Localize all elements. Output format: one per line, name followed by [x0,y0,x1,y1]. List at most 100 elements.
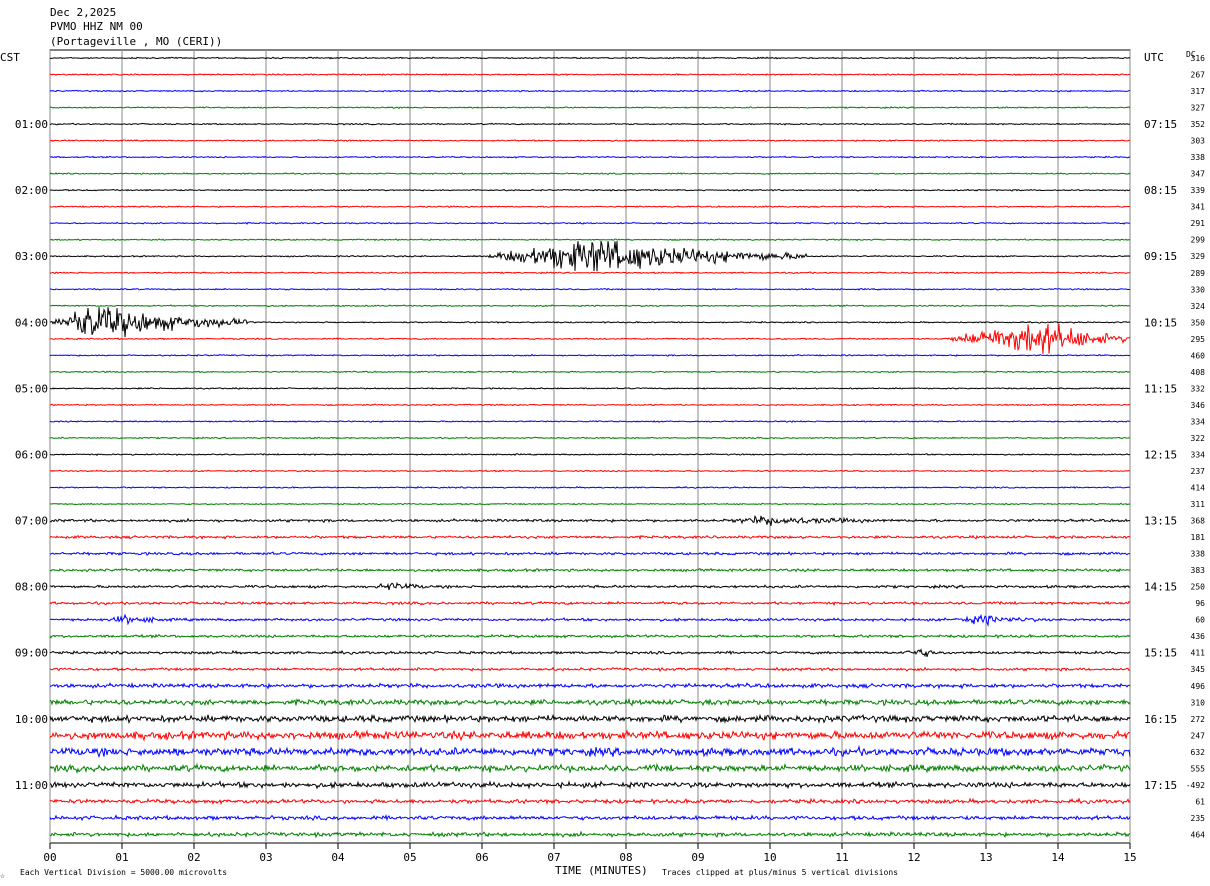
trace-row-30 [49,551,1130,557]
trace-row-21 [50,403,1131,407]
dc-offset-label: 272 [1191,715,1206,724]
x-tick-label: 08 [619,851,632,864]
x-tick-label: 13 [979,851,992,864]
trace-row-2 [49,89,1131,93]
dc-offset-label: 332 [1191,384,1206,393]
trace-row-8 [49,188,1131,192]
right-hour-label: 12:15 [1144,448,1177,461]
trace-row-6 [49,155,1131,159]
dc-offset-label: 436 [1191,632,1206,641]
trace-row-7 [49,172,1131,176]
dc-offset-label: 317 [1191,87,1206,96]
dc-offset-label: 334 [1191,450,1206,459]
dc-offset-label: 345 [1191,665,1206,674]
left-hour-label: 01:00 [15,118,48,131]
trace-row-11 [49,238,1131,242]
trace-row-12 [49,241,1131,272]
dc-offset-label: 555 [1191,764,1206,773]
dc-offset-label: 295 [1191,335,1206,344]
right-hour-label: 07:15 [1144,118,1177,131]
left-hour-label: 08:00 [15,581,48,594]
left-hour-label: 06:00 [15,448,48,461]
right-hour-label: 16:15 [1144,713,1177,726]
trace-row-3 [49,106,1131,110]
dc-offset-label: 341 [1191,203,1206,212]
plot-frame [49,49,1131,844]
dc-offset-label: 632 [1191,748,1206,757]
dc-offset-label: 316 [1191,54,1206,63]
footer-clip-note: Traces clipped at plus/minus 5 vertical … [662,868,898,877]
trace-row-43 [49,762,1131,774]
right-hour-label: 13:15 [1144,515,1177,528]
left-hour-label: 10:00 [15,713,48,726]
x-tick-label: 14 [1051,851,1065,864]
trace-row-25 [49,469,1130,473]
dc-offset-label: 460 [1191,351,1206,360]
trace-row-45 [49,797,1131,806]
dc-offset-label: 289 [1191,269,1206,278]
x-tick-label: 07 [547,851,560,864]
dc-offset-label: 311 [1191,500,1206,509]
dc-offset-label: 347 [1191,170,1206,179]
left-hour-label: 04:00 [15,316,48,329]
dc-offset-label: 408 [1191,368,1206,377]
trace-row-41 [49,729,1131,742]
trace-row-4 [49,122,1131,126]
trace-row-26 [49,486,1131,490]
left-timezone-label: CST [0,51,20,64]
trace-row-1 [49,73,1131,76]
trace-row-33 [49,600,1131,607]
dc-offset-label: 334 [1191,417,1206,426]
dc-offset-label: 299 [1191,236,1206,245]
x-tick-label: 06 [475,851,488,864]
x-tick-label: 02 [187,851,200,864]
trace-row-38 [49,682,1131,690]
x-tick-label: 04 [331,851,345,864]
dc-offset-label: 339 [1191,186,1206,195]
dc-offset-label: 324 [1191,302,1206,311]
trace-row-22 [49,420,1131,423]
trace-row-44 [49,780,1131,790]
right-hour-label: 11:15 [1144,382,1177,395]
trace-row-17 [49,323,1131,354]
right-hour-label: 17:15 [1144,779,1177,792]
x-tick-label: 11 [835,851,848,864]
trace-row-27 [49,502,1131,506]
trace-row-13 [49,271,1131,275]
dc-offset-label: 346 [1191,401,1206,410]
trace-row-35 [49,633,1131,639]
x-tick-label: 12 [907,851,920,864]
dc-offset-label: 330 [1191,285,1206,294]
dc-offset-label: 235 [1191,814,1206,823]
dc-offset-label: 329 [1191,252,1206,261]
trace-row-40 [49,713,1131,725]
trace-row-5 [49,139,1131,143]
x-tick-label: 00 [43,851,56,864]
dc-offset-label: 368 [1191,517,1206,526]
left-hour-label: 02:00 [15,184,48,197]
x-tick-label: 03 [259,851,272,864]
trace-row-47 [50,830,1131,839]
trace-row-0 [49,56,1131,60]
dc-offset-label: 247 [1191,731,1206,740]
trace-row-32 [49,581,1131,591]
x-axis-ticks: 00 01 02 03 04 05 06 07 08 09 10 11 12 13 14 15 [43,843,1137,864]
dc-offset-label: 267 [1191,71,1206,80]
minute-gridlines [49,50,1131,843]
seismic-traces [49,56,1131,839]
trace-row-46 [49,813,1131,822]
header-date: Dec 2,2025 [50,6,116,19]
trace-row-37 [50,666,1131,672]
trace-row-14 [49,287,1131,291]
header-location: (Portageville , MO (CERI)) [50,35,222,48]
left-hour-label: 11:00 [15,779,48,792]
dc-offset-label: 338 [1191,153,1206,162]
trace-row-34 [49,613,1131,627]
trace-row-10 [49,221,1131,225]
trace-row-42 [50,744,1131,759]
left-hour-labels: 01:00 02:00 03:00 04:00 05:00 06:00 07:00 08:00… [15,118,48,792]
trace-row-36 [49,648,1131,658]
dc-offset-label: 338 [1191,550,1206,559]
dc-offset-label: 414 [1191,484,1206,493]
